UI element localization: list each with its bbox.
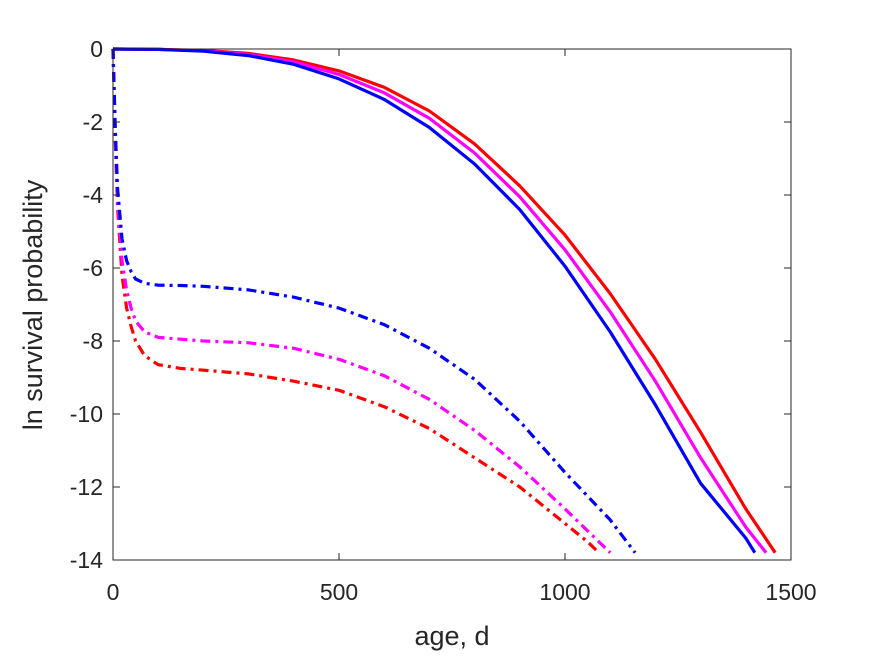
y-tick-label: -14 (70, 547, 103, 573)
y-tick-label: -6 (83, 255, 103, 281)
series-line-6-dashdot (111, 48, 637, 554)
x-tick-label: 1500 (765, 579, 816, 605)
y-tick-label: -8 (83, 328, 103, 354)
y-tick-label: -4 (83, 182, 104, 208)
series-line-4-dashdot (111, 48, 601, 554)
x-tick-label: 500 (320, 579, 358, 605)
ticks-layer: 0 500 1000 1500 0 -2 -4 -6 -8 -10 -12 -14 (70, 36, 817, 605)
y-tick-label: 0 (90, 36, 103, 62)
x-axis-label: age, d (414, 621, 489, 651)
y-tick-label: -2 (83, 109, 103, 135)
x-tick-label: 1000 (539, 579, 590, 605)
y-axis-label: ln survival probability (18, 179, 48, 430)
y-tick-label: -12 (70, 474, 103, 500)
series-line-3-solid (112, 47, 757, 554)
series-line-5-dashdot (111, 48, 612, 554)
axes-box (112, 48, 792, 561)
x-tick-label: 0 (107, 579, 120, 605)
y-tick-label: -10 (70, 401, 103, 427)
series-layer (111, 47, 777, 554)
